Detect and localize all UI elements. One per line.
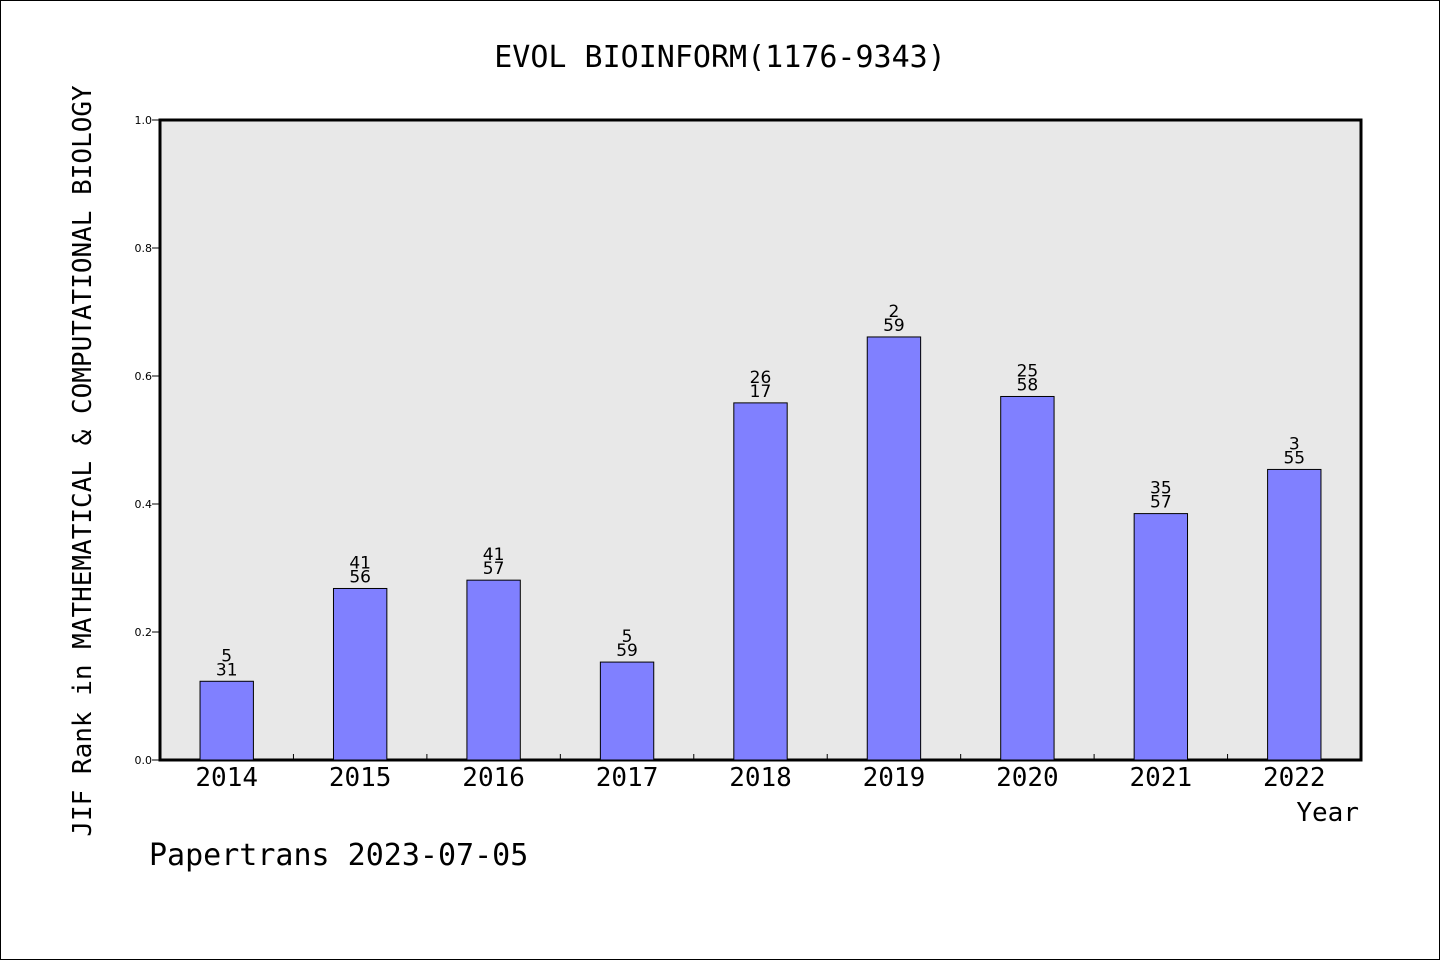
bar-label-top: 5 [622,627,633,647]
bar-label-top: 41 [483,545,505,565]
bar-label-bottom: 59 [883,316,905,336]
bar-label-bottom: 58 [1017,375,1039,395]
y-axis-label: JIF Rank in MATHEMATICAL & COMPUTATIONAL… [68,85,98,837]
chart-title: EVOL BIOINFORM(1176-9343) [494,40,946,75]
bar-label-bottom: 59 [616,641,638,661]
bar-2018 [733,402,788,761]
x-tick-label: 2015 [329,763,392,793]
bar-2017 [599,661,655,761]
bar-2016 [466,579,521,761]
bar-label-top: 3 [1289,434,1300,454]
x-tick-label: 2017 [596,763,659,793]
x-tick-label: 2020 [996,763,1059,793]
bar-label-top: 41 [349,553,371,573]
x-ticks: 2014 2015 2016 2017 2018 2019 2020 2021 2022 [195,754,1326,793]
y-tick-label: 0.2 [135,626,153,639]
bar-label-top: 5 [221,646,232,666]
bar-label-top: 25 [1017,361,1039,381]
bar-label-bottom: 17 [750,382,772,402]
y-ticks: 0.0 0.2 0.4 0.6 0.8 1.0 [135,114,160,767]
bar-label-bottom: 56 [349,567,371,587]
bar-2020 [1000,395,1055,761]
bar-2015 [332,587,388,761]
bar-label-top: 35 [1150,479,1172,499]
y-tick-label: 0.8 [135,242,153,255]
x-tick-label: 2016 [462,763,525,793]
y-tick-label: 0.6 [135,370,153,383]
bar-2014 [199,680,254,761]
bar-label-bottom: 57 [1150,493,1172,513]
bar-label-bottom: 57 [483,559,505,579]
x-tick-label: 2021 [1130,763,1193,793]
x-axis-label: Year [1296,798,1359,828]
x-tick-label: 2022 [1263,763,1326,793]
bar-label-top: 26 [750,368,772,388]
bar-label-top: 2 [889,302,900,322]
y-tick-label: 1.0 [135,114,153,127]
footer-credit: Papertrans 2023-07-05 [149,838,528,873]
bar-2022 [1267,468,1322,761]
bar-2021 [1133,513,1189,761]
bar-label-bottom: 31 [216,660,238,680]
x-tick-label: 2014 [195,763,258,793]
bar-label-bottom: 55 [1283,448,1305,468]
x-tick-label: 2019 [863,763,926,793]
bar-2019 [866,336,922,761]
y-tick-label: 0.4 [135,498,153,511]
y-tick-label: 0.0 [135,754,153,767]
x-tick-label: 2018 [729,763,792,793]
